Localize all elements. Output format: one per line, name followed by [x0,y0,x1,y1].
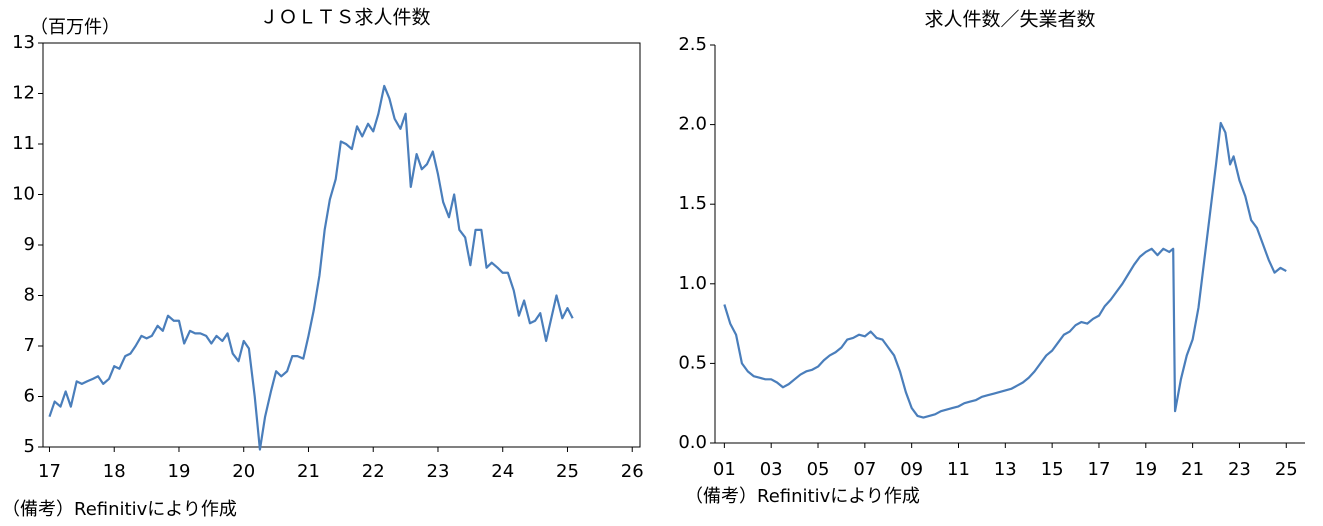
y-tick-label: 2.5 [678,34,707,55]
x-tick-label: 19 [1134,459,1157,480]
x-tick-label: 11 [947,459,970,480]
y-tick-label: 10 [12,184,35,205]
x-tick-label: 17 [38,461,61,482]
x-tick-label: 26 [621,461,644,482]
x-tick-label: 21 [297,461,320,482]
x-tick-label: 19 [168,461,191,482]
y-tick-label: 12 [12,83,35,104]
y-tick-label: 2.0 [678,114,707,135]
x-tick-label: 23 [1228,459,1251,480]
data-line [48,84,574,451]
x-tick-label: 25 [1275,459,1298,480]
y-tick-label: 9 [24,234,35,255]
x-tick-label: 21 [1181,459,1204,480]
x-tick-label: 15 [1041,459,1064,480]
y-tick-label: 1.5 [678,193,707,214]
y-tick-label: 0.5 [678,352,707,373]
y-unit-label: （百万件） [30,17,120,38]
note: （備考）Refinitivにより作成 [685,486,920,507]
note: （備考）Refinitivにより作成 [2,499,237,520]
y-tick-label: 13 [12,32,35,53]
y-tick-label: 0.0 [678,432,707,453]
y-tick-label: 1.0 [678,273,707,294]
x-tick-label: 07 [853,459,876,480]
x-tick-label: 24 [491,461,514,482]
chart-title: ＪＯＬＴＳ求人件数 [259,7,430,29]
y-tick-label: 11 [12,133,35,154]
y-tick-label: 5 [24,436,35,457]
x-tick-label: 13 [994,459,1017,480]
chart-title: 求人件数／失業者数 [924,9,1095,31]
x-tick-label: 09 [900,459,923,480]
y-tick-label: 7 [24,335,35,356]
x-tick-label: 01 [713,459,736,480]
x-tick-label: 18 [103,461,126,482]
y-tick-label: 8 [24,285,35,306]
x-tick-label: 05 [807,459,830,480]
x-tick-label: 25 [556,461,579,482]
x-tick-label: 03 [760,459,783,480]
x-tick-label: 17 [1088,459,1111,480]
x-tick-label: 20 [232,461,255,482]
data-line [723,121,1287,419]
x-tick-label: 22 [362,461,385,482]
y-tick-label: 6 [24,386,35,407]
x-tick-label: 23 [427,461,450,482]
plot-frame [42,42,641,448]
